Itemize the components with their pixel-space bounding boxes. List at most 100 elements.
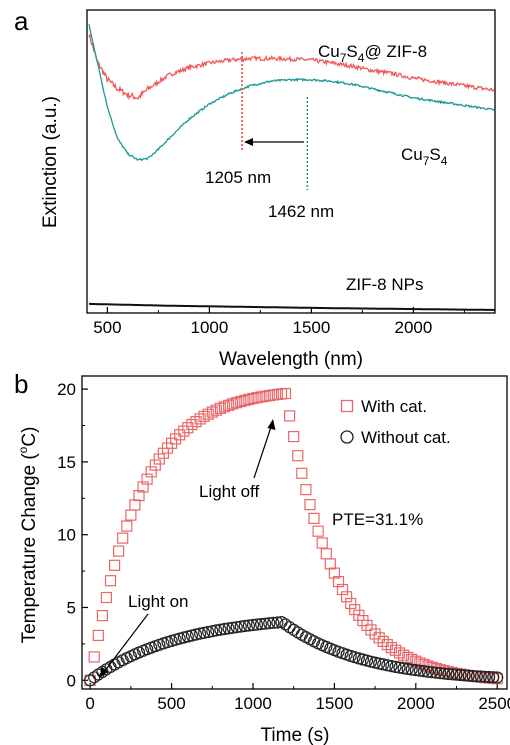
point-without-cat: [259, 617, 272, 630]
point-without-cat: [83, 674, 97, 687]
point-with-cat: [206, 406, 218, 418]
point-with-cat: [341, 591, 353, 603]
x-tick-label-a: 2000: [394, 318, 432, 337]
point-with-cat: [218, 401, 231, 413]
x-axis-title-a: Wavelength (nm): [219, 349, 363, 370]
point-with-cat: [133, 490, 145, 502]
point-with-cat: [202, 408, 214, 420]
point-with-cat: [231, 397, 243, 409]
legend-marker-with-cat: [340, 399, 354, 413]
point-with-cat: [182, 422, 194, 434]
point-with-cat: [112, 545, 125, 557]
point-with-cat: [398, 649, 410, 661]
point-with-cat: [145, 466, 157, 478]
point-with-cat: [174, 429, 186, 441]
point-without-cat: [483, 670, 496, 684]
point-with-cat: [300, 484, 312, 496]
legend-label-without-cat: Without cat.: [361, 428, 451, 447]
point-with-cat: [312, 525, 324, 537]
point-with-cat: [263, 390, 275, 402]
x-tick-label-b: 2000: [397, 694, 435, 713]
point-with-cat: [239, 394, 251, 406]
point-with-cat: [178, 425, 190, 437]
point-without-cat: [397, 662, 410, 675]
point-with-cat: [349, 603, 361, 616]
point-with-cat: [365, 624, 377, 636]
point-without-cat: [409, 663, 422, 677]
y-tick-label-b: 10: [57, 526, 76, 545]
spectrum-line-cu7s4_zif8: [88, 34, 495, 101]
point-without-cat: [491, 671, 504, 684]
point-with-cat: [153, 453, 165, 465]
point-without-cat: [194, 627, 207, 640]
point-without-cat: [377, 658, 390, 671]
point-without-cat: [364, 655, 378, 668]
annotation-pte: PTE=31.1%: [332, 510, 423, 529]
point-with-cat: [402, 651, 414, 664]
point-without-cat: [250, 618, 264, 631]
point-with-cat: [227, 398, 239, 410]
y-tick-label-b: 0: [67, 671, 76, 690]
point-without-cat: [210, 624, 223, 637]
point-with-cat: [104, 575, 117, 587]
point-with-cat: [92, 629, 104, 642]
point-with-cat: [141, 473, 153, 485]
point-without-cat: [214, 623, 227, 636]
point-with-cat: [369, 628, 381, 640]
point-without-cat: [470, 670, 483, 683]
point-with-cat: [235, 395, 247, 408]
light-on-arrowhead: [99, 667, 108, 678]
point-with-cat: [214, 402, 226, 414]
peak-markers: [241, 52, 309, 190]
point-with-cat: [377, 635, 389, 648]
point-without-cat: [238, 619, 251, 633]
point-with-cat: [117, 532, 129, 544]
point-without-cat: [255, 617, 268, 631]
point-with-cat: [96, 609, 109, 622]
point-without-cat: [405, 663, 418, 676]
plot-frame-b: [81, 375, 508, 690]
point-without-cat: [426, 666, 439, 679]
legend-label-with-cat: With cat.: [361, 397, 427, 416]
y-tick-label-b: 20: [57, 380, 76, 399]
annotation-light-off: Light off: [199, 482, 259, 501]
point-without-cat: [246, 618, 260, 632]
point-without-cat: [454, 668, 467, 682]
point-without-cat: [466, 669, 479, 683]
x-axis-title-b: Time (s): [261, 725, 330, 745]
point-without-cat: [222, 622, 235, 635]
point-without-cat: [198, 626, 211, 639]
point-with-cat: [243, 393, 255, 405]
point-with-cat: [373, 632, 385, 644]
plot-frame-a: [86, 9, 496, 314]
point-without-cat: [373, 657, 386, 670]
x-tick-label-a: 500: [93, 318, 121, 337]
temperature-series: [83, 387, 504, 687]
legend-marker-without-cat: [340, 430, 354, 444]
point-without-cat: [218, 622, 231, 636]
point-with-cat: [320, 548, 332, 560]
point-without-cat: [263, 617, 276, 630]
panel-a-chart: 500 1000 1500 2000 Cu7S4@ ZIF-8 Cu7S4 ZIF-8…: [40, 9, 496, 370]
point-with-cat: [121, 520, 133, 532]
point-with-cat: [255, 391, 267, 403]
y-axis-title-b: Temperature Change (oC): [16, 427, 40, 644]
point-with-cat: [328, 567, 340, 579]
y-tick-label-b: 15: [57, 453, 76, 472]
point-with-cat: [332, 575, 345, 588]
point-without-cat: [295, 628, 308, 641]
point-without-cat: [226, 621, 239, 634]
point-with-cat: [324, 558, 336, 570]
point-with-cat: [88, 651, 100, 663]
series-label-cu7s4-zif8: Cu7S4@ ZIF-8: [318, 42, 427, 65]
point-without-cat: [458, 669, 471, 682]
point-without-cat: [478, 670, 492, 683]
point-with-cat: [186, 418, 198, 431]
y-tick-label-b: 5: [67, 598, 76, 617]
point-with-cat: [381, 638, 393, 651]
point-without-cat: [430, 666, 443, 679]
point-without-cat: [462, 669, 475, 682]
spectrum-line-cu7s4: [88, 24, 495, 162]
